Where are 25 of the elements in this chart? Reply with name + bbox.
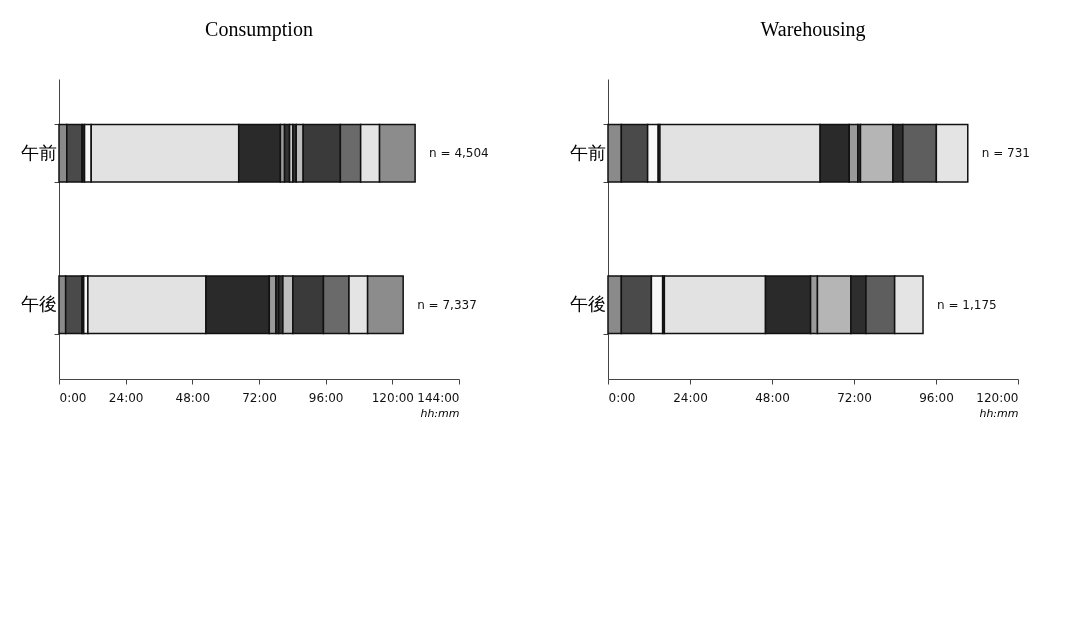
x-tick-label: 48:00 [755,390,790,405]
x-axis-title: hh:mm [979,406,1019,420]
x-tick-label: 96:00 [308,390,344,405]
y-tick-label: 午前 [569,142,606,163]
x-tick-label: 120:00 [371,390,414,405]
x-tick-label: 24:00 [108,390,144,405]
x-tick-label: 144:00 [417,390,460,405]
annotation: n = 1,175 [937,297,997,312]
chart-title: Warehousing [760,18,866,41]
annotation: n = 731 [981,146,1030,161]
x-tick-label: 96:00 [919,390,954,405]
annotation: n = 7,337 [417,297,477,312]
y-tick-label: 午後 [569,294,606,315]
chart-title: Consumption [205,18,313,41]
x-tick-label: 72:00 [242,390,277,405]
x-tick-label: 48:00 [175,390,211,405]
x-tick-label: 0:00 [59,390,87,405]
annotation: n = 4,504 [429,146,489,161]
x-tick-label: 120:00 [976,390,1019,405]
y-tick-label: 午前 [20,142,57,163]
x-tick-label: 0:00 [608,390,636,405]
x-axis-title: hh:mm [420,406,460,420]
x-tick-label: 24:00 [673,390,708,405]
y-tick-label: 午後 [20,294,57,315]
x-tick-label: 72:00 [837,390,872,405]
